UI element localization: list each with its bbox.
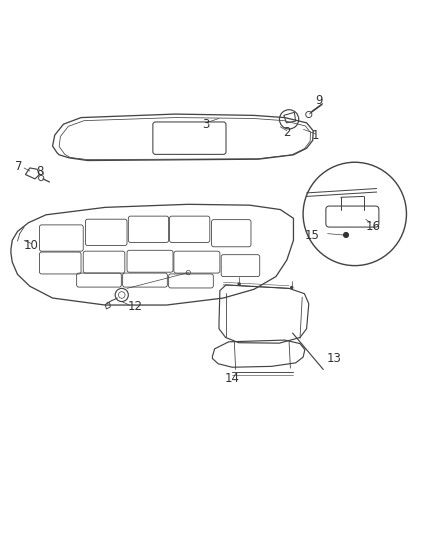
Circle shape: [237, 282, 241, 286]
Text: 16: 16: [366, 220, 381, 233]
Text: 12: 12: [127, 300, 142, 313]
Circle shape: [343, 232, 349, 238]
Circle shape: [290, 286, 293, 289]
Text: 2: 2: [283, 126, 291, 139]
Text: 7: 7: [14, 160, 22, 173]
Text: 10: 10: [24, 239, 39, 252]
Text: 8: 8: [37, 165, 44, 177]
Text: 13: 13: [326, 352, 341, 365]
Text: 3: 3: [202, 118, 209, 131]
Text: 14: 14: [225, 372, 240, 385]
Text: 9: 9: [315, 94, 323, 108]
Text: 1: 1: [311, 130, 319, 142]
Text: 15: 15: [304, 229, 319, 243]
